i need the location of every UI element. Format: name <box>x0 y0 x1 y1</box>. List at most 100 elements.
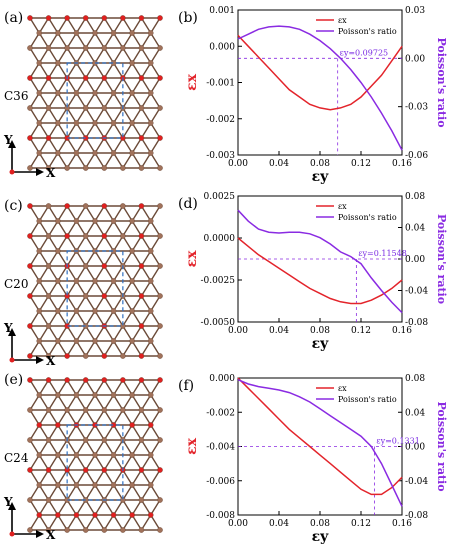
carbon-atom <box>110 338 117 344</box>
bond <box>131 439 143 456</box>
yr-tick-label: 0.00 <box>405 443 425 453</box>
bond <box>85 122 96 139</box>
bond <box>85 17 96 34</box>
carbon-atom <box>45 233 52 239</box>
carbon-atom <box>101 45 108 51</box>
red-atom <box>138 377 145 383</box>
red-atom <box>27 233 33 239</box>
carbon-atom <box>157 45 163 51</box>
bond <box>85 469 96 486</box>
red-atom <box>101 75 108 81</box>
structure-name: C36 <box>4 89 28 103</box>
bond <box>57 325 68 342</box>
bond <box>57 469 68 486</box>
bond <box>131 152 143 169</box>
bond <box>94 265 105 282</box>
bond <box>57 424 68 441</box>
carbon-atom <box>157 105 163 111</box>
legend-label-0: εx <box>338 202 347 211</box>
bond <box>131 17 143 34</box>
bond <box>122 152 133 169</box>
bond <box>112 454 124 471</box>
bond <box>66 379 78 396</box>
bond <box>29 409 40 426</box>
red-atom <box>55 512 61 518</box>
bond <box>103 235 115 252</box>
bond <box>38 77 50 94</box>
bond <box>47 32 59 49</box>
bond <box>75 499 87 516</box>
red-atom <box>129 512 135 518</box>
bond <box>103 220 115 237</box>
carbon-atom <box>27 105 33 111</box>
carbon-atom <box>101 165 108 171</box>
bond <box>103 107 115 124</box>
bond <box>140 220 152 237</box>
bond <box>29 152 40 169</box>
bond <box>131 514 143 531</box>
bond <box>75 107 87 124</box>
bond <box>150 62 161 79</box>
bond <box>140 137 152 154</box>
bond <box>112 250 124 267</box>
bond <box>29 205 40 222</box>
bond <box>29 77 40 94</box>
carbon-atom <box>138 105 145 111</box>
bond <box>103 280 115 297</box>
carbon-atom <box>92 218 98 224</box>
bond <box>150 265 161 282</box>
red-atom <box>138 135 145 141</box>
red-atom <box>101 353 108 359</box>
yl-tick-label: 0.0000 <box>204 234 236 244</box>
bond <box>66 137 78 154</box>
bond <box>29 469 40 486</box>
x-axis-label: εy <box>312 169 330 185</box>
red-atom <box>101 233 108 239</box>
red-atom <box>27 75 33 81</box>
yl-tick-label: 0.000 <box>209 42 235 52</box>
bond <box>140 514 152 531</box>
bond <box>85 394 96 411</box>
bond <box>150 32 161 49</box>
yl-tick-label: -0.001 <box>206 79 235 89</box>
bond <box>150 310 161 327</box>
bond <box>150 17 161 34</box>
bond <box>131 107 143 124</box>
bond <box>29 484 40 501</box>
carbon-atom <box>147 248 154 254</box>
bond <box>122 484 133 501</box>
carbon-atom <box>120 165 126 171</box>
bond <box>75 340 87 357</box>
yr-tick-label: 0.00 <box>405 54 425 64</box>
yr-tick-label: 0.08 <box>405 374 425 384</box>
carbon-atom <box>110 392 117 398</box>
bond <box>38 379 50 396</box>
yr-tick-label: -0.04 <box>405 477 428 487</box>
x-axis-letter: X <box>46 166 56 180</box>
carbon-atom <box>36 278 43 284</box>
carbon-atom <box>73 482 80 488</box>
carbon-atom <box>92 482 98 488</box>
x-tick-label: 0.04 <box>269 519 289 529</box>
red-atom <box>138 323 145 329</box>
bond <box>122 92 133 109</box>
red-atom <box>45 15 52 21</box>
carbon-atom <box>82 263 89 269</box>
carbon-atom <box>55 60 61 66</box>
bond <box>75 439 87 456</box>
carbon-atom <box>55 218 61 224</box>
bond <box>66 469 78 486</box>
carbon-atom <box>82 293 89 299</box>
bond <box>122 409 133 426</box>
yr-tick-label: 0.03 <box>405 6 425 16</box>
carbon-atom <box>64 165 70 171</box>
bond <box>122 394 133 411</box>
bond <box>131 205 143 222</box>
bond <box>66 122 78 139</box>
carbon-atom <box>138 45 145 51</box>
structure-name: C20 <box>4 277 28 291</box>
carbon-atom <box>82 203 89 209</box>
carbon-atom <box>27 527 33 533</box>
bond <box>140 409 152 426</box>
carbon-atom <box>129 452 135 458</box>
